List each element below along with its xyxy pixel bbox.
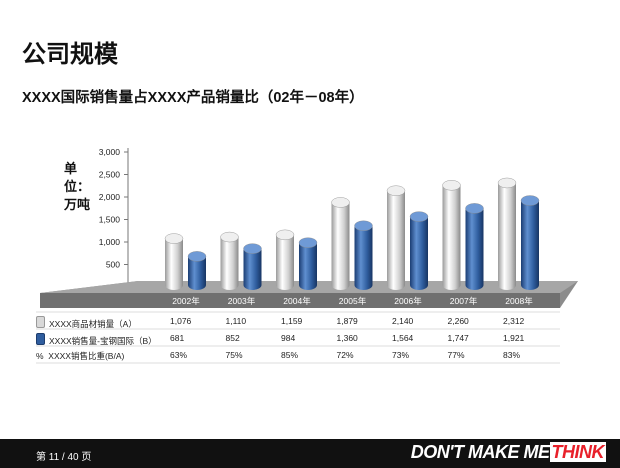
series-a-swatch	[36, 316, 45, 328]
x-tick-label: 2002年	[172, 296, 200, 306]
bar-series-b-base	[521, 280, 539, 290]
y-tick-label: 3,000	[99, 147, 121, 157]
bar-series-b	[299, 242, 317, 285]
bar-series-a-base	[220, 280, 239, 290]
bar-series-a	[387, 190, 405, 285]
table-cell: 77%	[447, 350, 465, 360]
chart-floor-front	[40, 293, 560, 308]
brand-logo: DON'T MAKE ME THINK	[411, 442, 606, 463]
bar-series-a-cap	[275, 229, 295, 241]
bar-series-b-base	[243, 280, 262, 290]
series-a-name: XXXX商品材销量（A）	[49, 319, 137, 329]
bar-series-b-base	[465, 280, 484, 290]
bar-series-a-base	[442, 280, 461, 290]
table-cell: 85%	[281, 350, 299, 360]
bar-series-a	[276, 234, 294, 285]
table-row-series-a: XXXX商品材销量（A） 1,076 1,110 1,159 1,879 2,140 2,…	[36, 313, 576, 330]
unit-label: 单位：万吨	[64, 161, 91, 212]
y-tick-label: 2,500	[99, 170, 121, 180]
bar-series-b-base	[299, 280, 317, 290]
bar-series-a	[442, 185, 461, 285]
table-cell: 83%	[503, 350, 521, 360]
table-cell: 2,260	[447, 316, 469, 326]
table-cell: 1,076	[170, 316, 192, 326]
table-cell: 1,564	[392, 333, 414, 343]
bar-series-a-cap	[331, 197, 350, 208]
table-cell: 984	[281, 333, 296, 343]
table-cell: 1,879	[336, 316, 358, 326]
brand-main: DON'T MAKE ME	[410, 442, 550, 462]
x-tick-label: 2005年	[339, 296, 367, 306]
page-subtitle: XXXX国际销售量占XXXX产品销量比（02年－08年）	[22, 90, 364, 106]
table-cell: 1,360	[336, 333, 358, 343]
bar-series-a-base	[498, 280, 516, 290]
bar-series-b-base	[354, 280, 373, 290]
bar-series-a	[498, 182, 516, 285]
table-row-ratio: % XXXX销售比重(B/A) 63% 75% 85% 72% 73% 77% 83%	[36, 347, 576, 364]
bar-series-a-cap	[497, 177, 517, 189]
bar-series-b	[354, 225, 373, 285]
brand-accent: THINK	[549, 442, 606, 462]
table-cell: 73%	[392, 350, 410, 360]
table-cell: 1,110	[225, 316, 247, 326]
bar-series-b-cap	[354, 220, 373, 232]
bar-series-b-cap	[409, 211, 429, 222]
bar-series-a-cap	[164, 233, 184, 244]
bar-series-a	[165, 238, 183, 285]
bar-series-a	[331, 202, 350, 285]
table-cell: 72%	[336, 350, 354, 360]
bar-series-a-base	[276, 280, 294, 290]
table-cell: 63%	[170, 350, 188, 360]
x-tick-label: 2007年	[450, 296, 478, 306]
x-tick-label: 2006年	[394, 296, 422, 306]
bar-series-b	[410, 216, 428, 285]
footer-bar: 第 11 / 40 页 DON'T MAKE ME THINK	[0, 439, 620, 468]
bar-series-b	[465, 208, 484, 285]
x-tick-label: 2003年	[228, 296, 256, 306]
y-tick-label: 1,500	[99, 215, 121, 225]
bar-series-b	[521, 200, 539, 285]
bar-series-b-base	[188, 280, 206, 290]
page-number: 第 11 / 40 页	[36, 452, 92, 463]
table-cell: 681	[170, 333, 185, 343]
bar-series-b	[188, 256, 206, 285]
bar-series-b-cap	[520, 195, 540, 206]
x-tick-label: 2004年	[283, 296, 311, 306]
bar-series-a-base	[387, 280, 405, 290]
bar-series-b-cap	[243, 243, 262, 254]
table-cell: 75%	[225, 350, 243, 360]
table-cell: 852	[225, 333, 240, 343]
y-tick-label: 2,000	[99, 192, 121, 202]
y-tick-label: 1,000	[99, 237, 121, 247]
ratio-name: XXXX销售比重(B/A)	[48, 351, 125, 361]
bar-series-b	[243, 248, 262, 285]
table-cell: 2,140	[392, 316, 414, 326]
y-tick-label: 500	[106, 260, 120, 270]
table-cell: 1,159	[281, 316, 303, 326]
bar-series-a-base	[331, 280, 350, 290]
page-title: 公司规模	[22, 41, 118, 68]
bar-series-a-base	[165, 280, 183, 290]
bar-series-a-cap	[220, 231, 239, 243]
bar-series-b-cap	[465, 203, 484, 214]
table-cell: 1,921	[503, 333, 525, 343]
bar-series-a-cap	[386, 185, 406, 196]
ratio-prefix: %	[36, 351, 44, 361]
table-row-series-b: XXXX销售量-宝钢国际（B） 681 852 984 1,360 1,564 1,747…	[36, 330, 576, 347]
bar-chart: 05001,0001,5002,0002,5003,0002002年2003年2…	[36, 147, 578, 364]
table-cell: 2,312	[503, 316, 525, 326]
bar-series-a-cap	[442, 180, 461, 191]
series-b-name: XXXX销售量-宝钢国际（B）	[49, 336, 157, 346]
table-cell: 1,747	[447, 333, 469, 343]
bar-series-a	[220, 237, 239, 285]
bar-series-b-base	[410, 280, 428, 290]
bar-series-b-cap	[298, 237, 318, 248]
series-b-swatch	[36, 333, 45, 345]
x-tick-label: 2008年	[505, 296, 533, 306]
bar-series-b-cap	[187, 251, 207, 262]
